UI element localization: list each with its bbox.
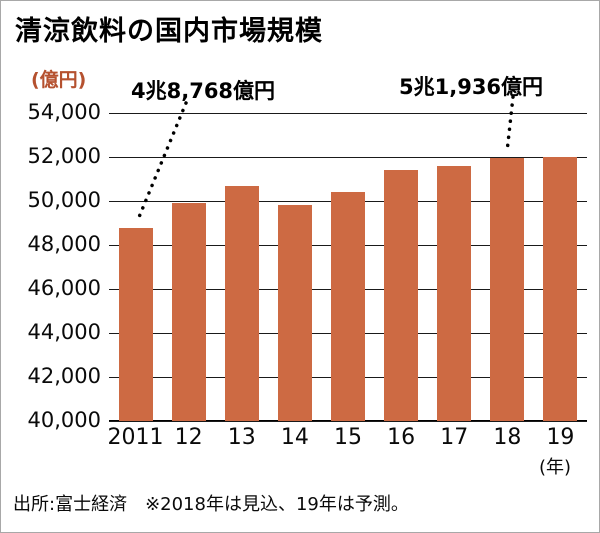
x-tick-label-19: 19 <box>546 425 575 450</box>
gridline <box>109 112 587 114</box>
plot-area <box>109 112 587 422</box>
annotation-2018-value: 5兆1,936億円 <box>399 75 544 99</box>
y-tick-label: 54,000 <box>27 100 101 124</box>
bar-13 <box>224 185 259 421</box>
bar-19 <box>543 157 578 421</box>
source-note: 出所:富士経済 ※2018年は見込、19年は予測。 <box>13 494 409 515</box>
x-tick-label-13: 13 <box>227 425 256 450</box>
bar-17 <box>437 165 472 421</box>
y-tick-label: 48,000 <box>27 232 101 256</box>
y-tick-label: 50,000 <box>27 188 101 212</box>
gridline <box>109 420 587 422</box>
x-tick-label-12: 12 <box>174 425 203 450</box>
y-tick-label: 46,000 <box>27 276 101 300</box>
y-tick-label: 42,000 <box>27 364 101 388</box>
bar-16 <box>384 170 419 421</box>
annotation-2011-value: 4兆8,768億円 <box>131 79 276 103</box>
x-tick-label-17: 17 <box>440 425 469 450</box>
x-tick-label-16: 16 <box>387 425 416 450</box>
y-tick-label: 40,000 <box>27 408 101 432</box>
bar-2011 <box>118 228 153 421</box>
y-tick-label: 44,000 <box>27 320 101 344</box>
bar-15 <box>331 192 365 421</box>
bar-14 <box>277 205 312 421</box>
chart-title: 清涼飲料の国内市場規模 <box>15 16 323 47</box>
bar-18 <box>490 158 525 421</box>
x-tick-label-2011: 2011 <box>107 425 164 450</box>
x-tick-label-14: 14 <box>280 425 309 450</box>
x-axis-unit-label: (年) <box>539 457 572 478</box>
x-tick-label-15: 15 <box>334 425 362 450</box>
bar-12 <box>171 203 206 421</box>
gridline <box>109 156 587 158</box>
y-axis-unit-label: (億円) <box>31 69 87 91</box>
x-tick-label-18: 18 <box>493 425 522 450</box>
y-tick-label: 52,000 <box>27 144 101 168</box>
